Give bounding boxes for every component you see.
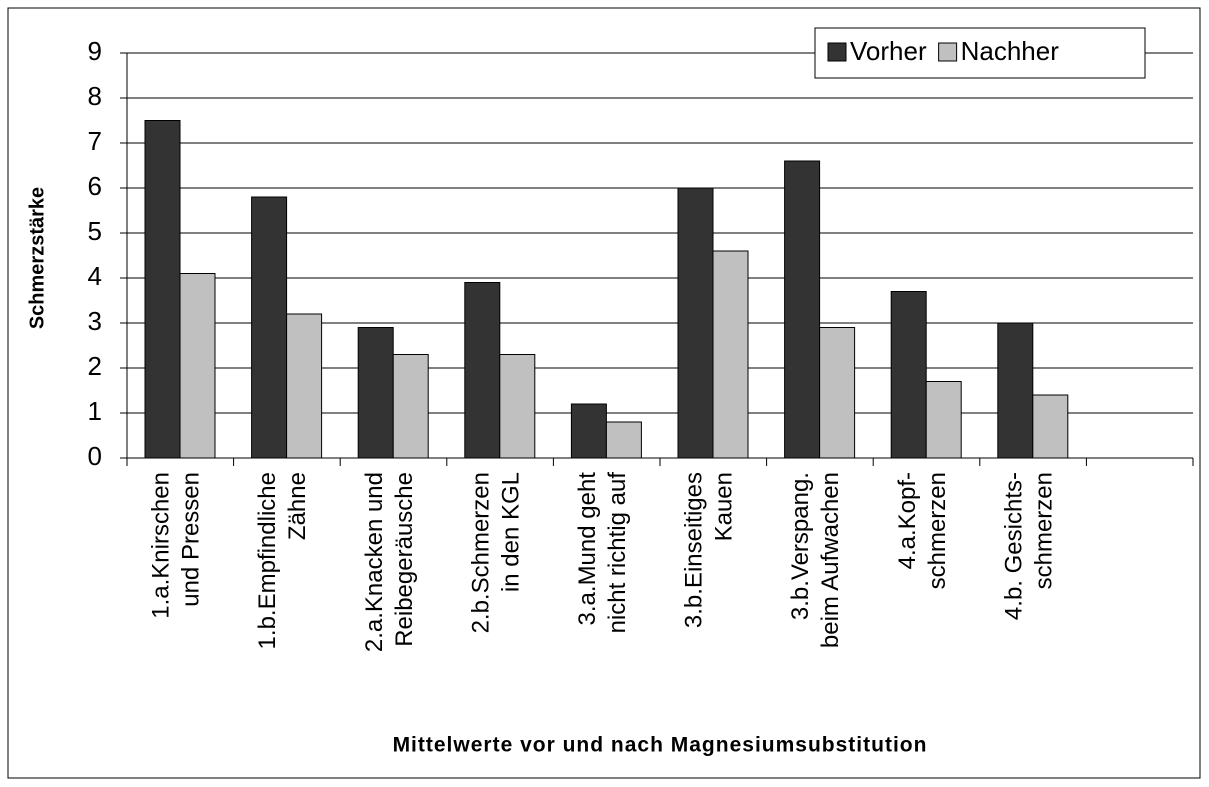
x-tick-label: 3.b.Einseitiges	[681, 472, 708, 628]
bar	[392, 354, 429, 459]
bar	[357, 327, 394, 459]
x-tick-label: 2.a.Knacken und	[361, 472, 388, 652]
y-tick-label: 6	[88, 171, 102, 201]
x-tick-label: 2.b.Schmerzen	[467, 472, 494, 633]
legend-swatch	[938, 42, 958, 62]
bar	[499, 354, 536, 459]
x-tick-label: beim Aufwachen	[817, 472, 844, 648]
x-tick-label: schmerzen	[924, 472, 951, 589]
bar	[925, 381, 962, 459]
y-tick-label: 2	[88, 351, 102, 381]
bar	[144, 120, 181, 459]
bar	[179, 273, 216, 459]
legend-label: Vorher	[850, 36, 927, 66]
bar	[677, 187, 714, 459]
y-tick-label: 3	[88, 306, 102, 336]
x-tick-label: Reibegeräusche	[391, 472, 418, 647]
x-tick-label: Kauen	[711, 472, 738, 541]
y-tick-label: 1	[88, 396, 102, 426]
bar	[464, 282, 501, 459]
x-axis-title: Mittelwerte vor und nach Magnesiumsubsti…	[393, 734, 928, 757]
bar	[712, 250, 749, 459]
bar	[997, 322, 1034, 459]
x-tick-label: in den KGL	[497, 472, 524, 592]
x-tick-label: Zähne	[284, 472, 311, 540]
legend-box	[814, 27, 1146, 79]
y-axis-title: Schmerzstärke	[26, 187, 48, 329]
bar	[570, 403, 607, 459]
y-tick-label: 5	[88, 216, 102, 246]
y-tick-label: 9	[88, 36, 102, 66]
bar	[286, 313, 323, 459]
y-tick-label: 8	[88, 81, 102, 111]
x-tick-label: und Pressen	[178, 472, 205, 607]
bar	[784, 160, 821, 459]
bar	[251, 196, 288, 459]
legend-label: Nachher	[961, 36, 1060, 66]
y-tick-label: 7	[88, 126, 102, 156]
bar	[819, 327, 856, 459]
x-tick-label: 1.b.Empfindliche	[254, 472, 281, 649]
x-tick-label: 3.a.Mund geht	[574, 472, 601, 626]
y-tick-label: 4	[88, 261, 102, 291]
bar	[1032, 394, 1069, 459]
x-tick-label: 4.b. Gesichts-	[1000, 472, 1027, 620]
x-tick-label: schmerzen	[1030, 472, 1057, 589]
x-tick-label: 1.a.Knirschen	[148, 472, 175, 619]
bar	[890, 291, 927, 459]
legend-swatch	[827, 42, 847, 62]
bar	[605, 421, 642, 459]
x-tick-label: 4.a.Kopf-	[894, 472, 921, 569]
x-tick-label: nicht richtig auf	[604, 472, 631, 634]
y-tick-label: 0	[88, 441, 102, 471]
x-tick-label: 3.b.Verspang.	[787, 472, 814, 620]
